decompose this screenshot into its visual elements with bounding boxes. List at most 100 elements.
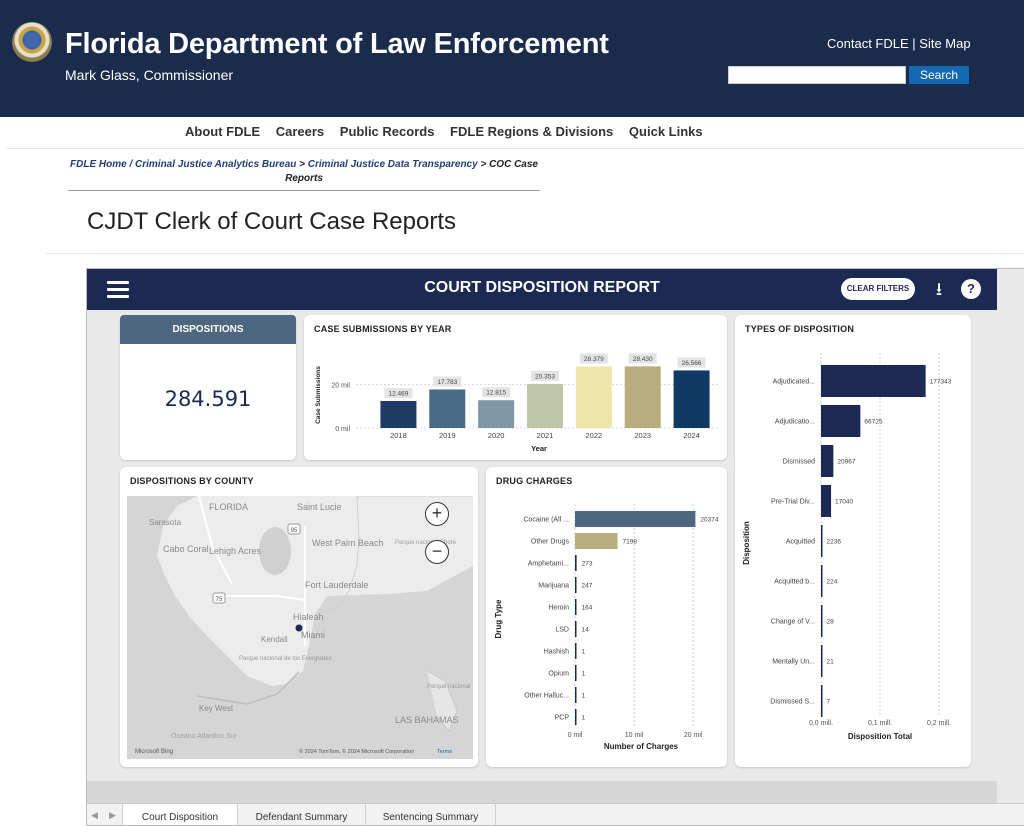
disposition-types-chart: 0,0 mill. 0,1 mill. 0,2 mill. 177343 Adjudic…	[742, 353, 952, 741]
bar	[575, 577, 577, 593]
map-attribution: © 2024 TomTom, © 2024 Microsoft Corporat…	[299, 748, 414, 755]
nav-item-public-records[interactable]: Public Records	[339, 124, 435, 139]
x-axis-label: Disposition Total	[848, 732, 912, 741]
clear-filters-button[interactable]: CLEAR FILTERS	[841, 278, 915, 300]
map-label: Fort Lauderdale	[305, 580, 369, 590]
data-label: 273	[582, 561, 593, 568]
map-label: Hialeah	[293, 612, 324, 622]
data-label: 2236	[827, 539, 842, 546]
map-label: Parque nacional Shore	[395, 540, 457, 546]
data-label: 1	[582, 715, 586, 722]
nav-item-regions[interactable]: FDLE Regions & Divisions	[450, 124, 614, 139]
data-label-bg	[531, 370, 559, 381]
category-label: Change of V...	[771, 619, 815, 626]
report-frame: COURT DISPOSITION REPORT CLEAR FILTERS ⭳…	[86, 268, 1024, 826]
bar	[821, 685, 823, 717]
y-axis-label: Disposition	[742, 521, 751, 565]
data-label: 28.430	[633, 356, 653, 363]
category-label: Cocaine (All ...	[523, 517, 569, 524]
data-label: 28.379	[584, 356, 604, 363]
map-label: Cabo Coral	[163, 544, 209, 554]
commissioner-subtitle: Mark Glass, Commissioner	[65, 67, 234, 83]
map-label: LAS BAHAMAS	[395, 715, 459, 725]
category-label: Heroin	[548, 605, 569, 612]
download-icon[interactable]: ⭳	[935, 279, 943, 299]
bar	[575, 709, 577, 725]
data-label: 224	[827, 579, 838, 586]
breadcrumb-home[interactable]: FDLE Home	[70, 159, 127, 170]
bar	[380, 400, 417, 428]
category-label: Adjudicatio...	[775, 419, 815, 426]
map-label: FLORIDA	[209, 502, 248, 512]
category-label: Opium	[548, 671, 569, 678]
data-label: 17040	[835, 499, 853, 506]
bar	[575, 599, 577, 615]
disposition-types-card: TYPES OF DISPOSITION 0,0 mill. 0,1 mill. 0…	[735, 315, 971, 767]
site-map-link[interactable]: | Site Map	[912, 36, 971, 51]
fdle-seal-logo[interactable]	[12, 22, 52, 62]
tab-defendant-summary[interactable]: Defendant Summary	[238, 804, 366, 825]
menu-icon[interactable]	[107, 281, 129, 298]
data-label: 20967	[837, 459, 855, 466]
tab-sentencing-summary[interactable]: Sentencing Summary	[366, 804, 496, 825]
data-label: 7198	[623, 539, 638, 546]
county-map[interactable]: Saint Lucie FLORIDA Sarasota West Palm B…	[127, 496, 473, 759]
contact-fdle-link[interactable]: Contact FDLE	[827, 36, 909, 51]
category-label: Amphetami...	[528, 561, 569, 568]
bar	[673, 370, 710, 428]
breadcrumb-divider	[68, 190, 540, 191]
data-label-bg	[579, 353, 608, 364]
tab-prev-icon[interactable]: ◀	[91, 810, 98, 820]
data-label-bg	[482, 387, 511, 398]
drug-charges-chart: 0 mil 10 mil 20 mil 20374 Cocaine (All ... 71…	[494, 504, 719, 751]
map-label: West Palm Beach	[312, 538, 383, 548]
x-tick-label: 2024	[683, 431, 700, 440]
bar	[575, 643, 577, 659]
zoom-out-icon[interactable]: −	[425, 540, 449, 564]
category-label: Pre-Trial Div...	[771, 499, 815, 506]
data-label: 20374	[700, 517, 718, 524]
search-button[interactable]: Search	[909, 66, 969, 84]
nav-item-about[interactable]: About FDLE	[185, 124, 261, 139]
drug-charges-card: DRUG CHARGES 0 mil 10 mil 20 mil 20374 Cocai…	[486, 467, 727, 767]
map-label: Miami	[301, 630, 325, 640]
bar	[821, 405, 861, 437]
nav-item-quick-links[interactable]: Quick Links	[628, 124, 703, 139]
category-label: LSD	[555, 627, 569, 634]
data-label-bg	[433, 376, 462, 387]
breadcrumb-transparency[interactable]: Criminal Justice Data Transparency	[307, 159, 478, 170]
tab-court-disposition[interactable]: Court Disposition	[122, 804, 238, 825]
zoom-in-icon[interactable]: +	[425, 502, 449, 526]
top-links: Contact FDLE | Site Map	[827, 36, 971, 51]
y-axis-label: Case Submissions	[315, 366, 322, 424]
x-tick-label: 0 mil	[568, 732, 583, 739]
breadcrumb-bureau[interactable]: Criminal Justice Analytics Bureau	[135, 159, 297, 170]
category-label: Adjudicated...	[773, 379, 815, 386]
map-label: Sarasota	[149, 518, 182, 527]
data-label-bg	[628, 353, 657, 364]
data-label: 21	[827, 659, 835, 666]
category-label: Marijuana	[538, 583, 569, 590]
map-label: Oceano Atlantico Sur	[171, 733, 237, 740]
search-input[interactable]	[728, 66, 906, 84]
data-label: 1	[582, 649, 586, 656]
bar	[821, 365, 926, 397]
category-label: Acquitted	[786, 539, 815, 546]
terms-link[interactable]: Terms	[437, 749, 452, 755]
bar	[575, 366, 612, 428]
nav-item-careers[interactable]: Careers	[275, 124, 325, 139]
map-label: Saint Lucie	[297, 502, 342, 512]
x-tick-label: 2021	[537, 431, 554, 440]
y-tick-label: 0 mil	[335, 426, 350, 433]
bing-logo: Microsoft Bing	[135, 749, 173, 755]
tab-next-icon[interactable]: ▶	[109, 810, 116, 820]
x-tick-label: 2023	[634, 431, 651, 440]
site-title[interactable]: Florida Department of Law Enforcement	[65, 28, 609, 60]
data-label: 7	[827, 699, 831, 706]
data-label-bg	[384, 387, 413, 398]
map-label: Parque nacional	[427, 684, 470, 690]
map-label: Key West	[199, 704, 234, 713]
horizontal-scrollbar[interactable]	[87, 781, 997, 803]
help-icon[interactable]: ?	[961, 279, 981, 299]
bar	[821, 485, 832, 517]
